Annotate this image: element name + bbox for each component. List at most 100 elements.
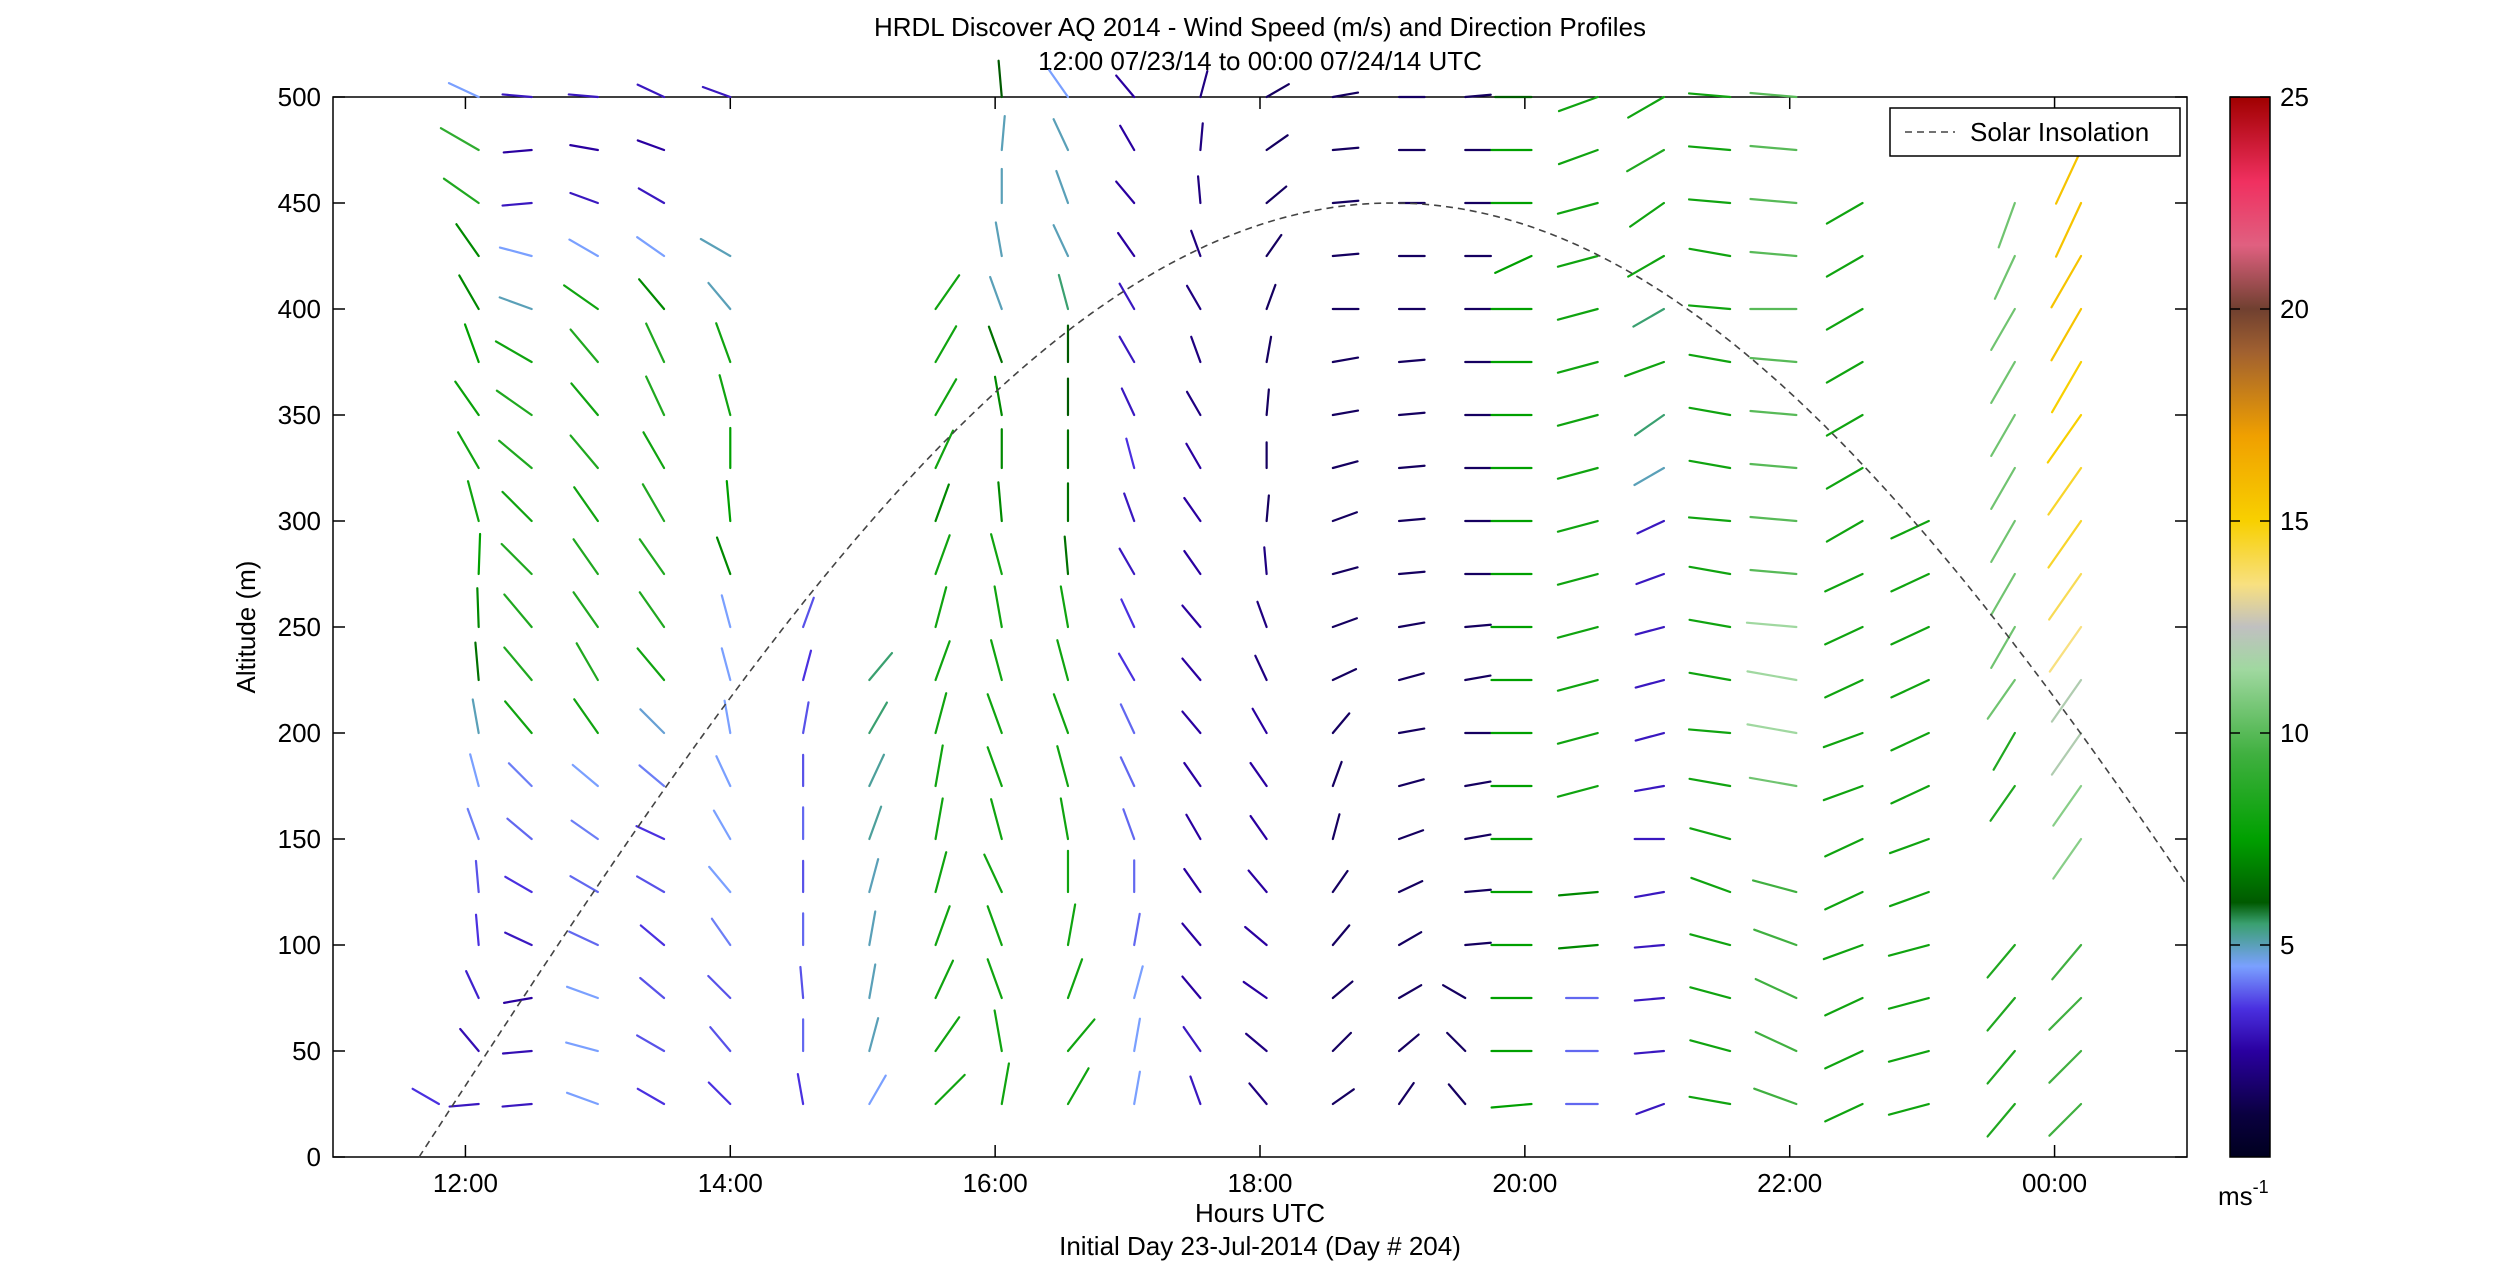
wind-barb: [1331, 617, 1358, 629]
y-tick-label: 200: [278, 718, 321, 748]
wind-barb: [502, 148, 533, 154]
wind-barb: [466, 480, 480, 523]
wind-barb: [1990, 360, 2016, 404]
wind-barb: [1890, 519, 1930, 540]
wind-barb: [1749, 568, 1798, 576]
wind-barb: [1265, 283, 1277, 311]
wind-barb: [2048, 572, 2083, 621]
wind-barb: [1242, 980, 1268, 1000]
wind-barb: [637, 187, 666, 205]
wind-barb: [1397, 517, 1426, 523]
wind-barb: [1265, 494, 1270, 523]
colorbar-gradient: [2229, 96, 2271, 1158]
wind-barb: [2050, 360, 2083, 414]
wind-barb: [448, 1102, 480, 1108]
wind-barb: [569, 434, 599, 470]
colorbar-unit: ms-1: [2218, 1177, 2269, 1211]
wind-barb: [1557, 943, 1599, 950]
x-tick-label: 22:00: [1757, 1168, 1822, 1198]
wind-barb: [1687, 728, 1732, 735]
wind-barb: [1745, 621, 1798, 629]
wind-barb: [1441, 984, 1467, 1000]
wind-barb: [1397, 931, 1423, 947]
legend-label-solar: Solar Insolation: [1970, 117, 2149, 147]
wind-barb: [501, 1102, 533, 1108]
wind-barb: [573, 698, 599, 735]
wind-barb: [439, 127, 480, 152]
colorbar: 5 10 15 20 25 ms-1: [2218, 82, 2309, 1211]
wind-barb: [1890, 678, 1930, 699]
wind-barb: [568, 930, 599, 947]
wind-barb: [455, 223, 480, 258]
wind-barb: [1057, 273, 1070, 311]
wind-barb: [569, 328, 599, 364]
wind-barb: [1822, 731, 1864, 749]
wind-barb: [638, 764, 666, 788]
wind-barb: [638, 591, 666, 629]
wind-barb: [1990, 625, 2016, 669]
wind-barb: [1119, 124, 1136, 152]
wind-barb: [1890, 731, 1930, 752]
wind-barb: [868, 651, 894, 682]
wind-barb: [934, 378, 958, 417]
wind-barb: [1059, 797, 1070, 841]
wind-barb: [2051, 943, 2083, 981]
wind-barb: [507, 762, 533, 788]
chart-subtitle: 12:00 07/23/14 to 00:00 07/24/14 UTC: [1038, 46, 1482, 76]
wind-barb: [1688, 406, 1732, 417]
y-tick-label: 250: [278, 612, 321, 642]
wind-barb: [1753, 1087, 1798, 1106]
wind-barb: [986, 693, 1003, 735]
wind-barb: [1133, 1017, 1141, 1053]
wind-barb: [1397, 358, 1426, 364]
wind-barb: [638, 538, 666, 576]
wind-barb: [1890, 572, 1930, 593]
wind-barb: [1181, 975, 1202, 1000]
wind-barb: [1256, 600, 1268, 629]
wind-barb: [1624, 360, 1666, 378]
wind-barb: [1633, 996, 1666, 1002]
wind-barb: [1986, 678, 2016, 720]
wind-barb: [934, 586, 948, 629]
y-tick-label: 0: [307, 1142, 321, 1172]
wind-barb: [868, 910, 877, 947]
legend: Solar Insolation: [1889, 107, 2181, 157]
wind-barb: [707, 1081, 732, 1106]
wind-barb: [2050, 307, 2083, 362]
wind-barb: [709, 1026, 732, 1053]
wind-barb: [2050, 254, 2083, 309]
wind-barb: [1632, 307, 1666, 328]
wind-barb: [2046, 413, 2083, 464]
wind-barb: [1688, 459, 1732, 470]
wind-barb: [868, 1074, 887, 1106]
wind-barb: [504, 875, 533, 894]
wind-barb: [1052, 224, 1070, 258]
wind-barb: [1753, 928, 1798, 947]
wind-barb: [1119, 703, 1136, 735]
wind-barb: [2050, 678, 2083, 723]
wind-barbs: [411, 59, 2083, 1138]
wind-barb: [477, 532, 482, 576]
wind-barb: [636, 1087, 666, 1106]
wind-barb: [1687, 145, 1732, 152]
wind-barb: [1254, 654, 1268, 682]
y-tick-label: 50: [292, 1036, 321, 1066]
wind-barb: [1331, 1031, 1353, 1053]
wind-barb: [1490, 1102, 1533, 1109]
wind-barb: [466, 807, 480, 841]
wind-barb: [934, 905, 951, 947]
wind-barb: [565, 1041, 599, 1053]
wind-barb: [997, 481, 1003, 523]
wind-barb: [1331, 199, 1360, 205]
wind-barb: [569, 875, 599, 894]
wind-barb: [636, 647, 666, 682]
wind-barb: [568, 238, 599, 258]
wind-barb: [868, 701, 889, 735]
wind-barb: [707, 974, 732, 1000]
wind-barb: [1181, 657, 1202, 682]
wind-barb: [1120, 598, 1136, 629]
wind-barb: [1265, 83, 1290, 99]
wind-barb: [1066, 1018, 1096, 1053]
wind-barb: [1556, 731, 1599, 745]
wind-barb: [1754, 977, 1798, 1000]
